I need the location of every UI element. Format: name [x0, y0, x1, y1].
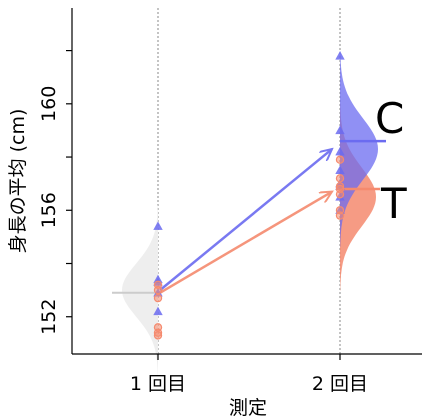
point-t [335, 211, 345, 220]
x-axis-title: 測定 [229, 397, 267, 419]
baseline-point-t [153, 293, 163, 303]
y-tick-label: 152 [38, 299, 60, 335]
x-tick-label: 1 回目 [130, 373, 186, 395]
point-c [335, 146, 345, 156]
y-axis-title: 身長の平均 (cm) [7, 109, 29, 254]
baseline-point-c [153, 221, 163, 230]
baseline-point-c [153, 306, 163, 316]
x-tick-label: 2 回目 [312, 373, 368, 395]
ticks: 1 回目 2 回目 152 156 160 [38, 49, 368, 395]
violin-baseline [122, 204, 158, 376]
arrow-c [159, 149, 332, 292]
point-c [335, 125, 345, 135]
baseline-point-t [153, 331, 163, 340]
group-label-t: T [380, 179, 407, 228]
point-c [335, 51, 345, 60]
y-tick-label: 160 [38, 86, 60, 122]
point-t [335, 155, 345, 164]
point-t [335, 190, 345, 199]
plot-area [112, 8, 386, 376]
point-c [335, 165, 345, 175]
group-label-c: C [375, 94, 404, 143]
point-t [335, 174, 345, 183]
violin-c [340, 51, 378, 248]
baseline-point-t [153, 285, 163, 295]
arrow-t [159, 192, 332, 294]
axes [71, 8, 422, 355]
y-tick-label: 156 [38, 192, 60, 228]
